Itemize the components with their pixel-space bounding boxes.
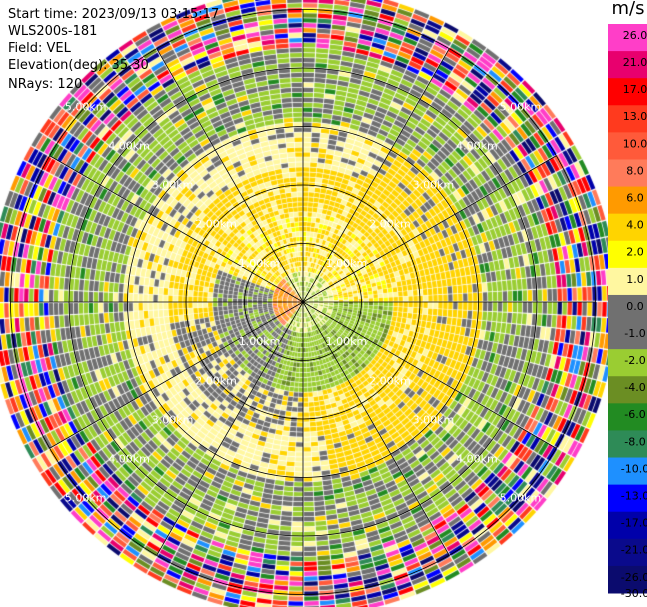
- colorbar-swatch-17: [608, 484, 647, 513]
- ring-label-4-2: 4.00km: [456, 453, 498, 466]
- colorbar-swatch-6: [608, 186, 647, 215]
- colorbar-tick-5: 8.0: [626, 164, 644, 177]
- colorbar-swatch-1: [608, 51, 647, 79]
- colorbar-swatch-15: [608, 430, 647, 459]
- colorbar-swatch-20: [608, 565, 647, 594]
- colorbar-tick-21: -30.0: [621, 587, 647, 600]
- colorbar-tick-13: -4.0: [624, 381, 645, 394]
- colorbar-tick-17: -13.0: [621, 490, 647, 503]
- colorbar-swatch-4: [608, 132, 647, 160]
- azimuth-spoke-10: [49, 155, 304, 303]
- colorbar-tick-3: 13.0: [623, 110, 647, 123]
- ring-label-4-0: 4.00km: [108, 139, 150, 152]
- field-label: Field: VEL: [8, 41, 71, 56]
- colorbar-tick-9: 1.0: [626, 273, 644, 286]
- start-time-label: Start time: 2023/09/13 03:15:17: [8, 7, 220, 22]
- ring-label-1-3: 1.00km: [239, 335, 281, 348]
- colorbar-swatch-16: [608, 457, 647, 486]
- azimuth-spoke-7: [156, 301, 304, 556]
- colorbar-tick-16: -10.0: [621, 462, 647, 475]
- colorbar-tick-15: -8.0: [624, 435, 645, 448]
- ring-label-3-1: 3.00km: [413, 179, 455, 192]
- colorbar-tick-0: 26.0: [623, 29, 647, 42]
- instrument-label: WLS200s-181: [8, 24, 98, 39]
- ring-label-5-2: 5.00km: [500, 492, 542, 505]
- ring-label-1-1: 1.00km: [326, 257, 368, 270]
- colorbar-swatch-3: [608, 105, 647, 133]
- colorbar-tick-11: -1.0: [624, 327, 645, 340]
- ring-label-2-3: 2.00km: [195, 374, 237, 387]
- ring-label-1-2: 1.00km: [326, 335, 368, 348]
- colorbar-swatch-19: [608, 538, 647, 567]
- colorbar-tick-19: -21.0: [621, 544, 647, 557]
- colorbar-tick-1: 21.0: [623, 56, 647, 69]
- ring-label-4-3: 4.00km: [108, 453, 150, 466]
- azimuth-spoke-2: [302, 155, 557, 303]
- ring-label-4-1: 4.00km: [456, 139, 498, 152]
- colorbar-tick-20: -26.0: [621, 571, 647, 584]
- colorbar-swatch-13: [608, 376, 647, 404]
- colorbar-swatch-8: [608, 240, 647, 269]
- colorbar-swatch-12: [608, 349, 647, 377]
- colorbar-tick-14: -6.0: [624, 408, 645, 421]
- colorbar-swatch-18: [608, 511, 647, 540]
- colorbar-tick-6: 6.0: [626, 191, 644, 204]
- colorbar-tick-18: -17.0: [621, 517, 647, 530]
- colorbar-swatch-11: [608, 322, 647, 350]
- colorbar-swatch-2: [608, 78, 647, 106]
- colorbar-tick-2: 17.0: [623, 83, 647, 96]
- colorbar-tick-12: -2.0: [624, 354, 645, 367]
- ring-label-5-0: 5.00km: [65, 100, 107, 113]
- scan-info-panel: Start time: 2023/09/13 03:15:17 WLS200s-…: [8, 6, 219, 93]
- colorbar-tick-4: 10.0: [623, 137, 647, 150]
- ring-label-2-2: 2.00km: [369, 374, 411, 387]
- colorbar-swatch-7: [608, 213, 647, 242]
- ring-label-5-3: 5.00km: [65, 492, 107, 505]
- ring-label-3-3: 3.00km: [152, 413, 194, 426]
- colorbar-swatch-0: [608, 24, 647, 52]
- colorbar-swatch-14: [608, 403, 647, 431]
- colorbar-swatch-9: [608, 267, 647, 296]
- colorbar-swatch-10: [608, 294, 647, 323]
- ring-label-2-0: 2.00km: [195, 218, 237, 231]
- colorbar-unit-label: m/s: [611, 0, 645, 19]
- ring-label-2-1: 2.00km: [369, 218, 411, 231]
- colorbar-tick-10: 0.0: [626, 300, 644, 313]
- nrays-label: NRays: 120: [8, 77, 83, 92]
- ring-label-1-0: 1.00km: [239, 257, 281, 270]
- colorbar-swatch-5: [608, 159, 647, 188]
- colorbar-tick-8: 2.0: [626, 246, 644, 259]
- elevation-label: Elevation(deg): 35.30: [8, 58, 149, 73]
- azimuth-spoke-8: [49, 301, 304, 449]
- ring-label-3-2: 3.00km: [413, 413, 455, 426]
- colorbar-tick-7: 4.0: [626, 219, 644, 232]
- azimuth-spoke-1: [302, 48, 450, 303]
- azimuth-spoke-4: [302, 301, 557, 449]
- ring-label-3-0: 3.00km: [152, 179, 194, 192]
- azimuth-spoke-11: [156, 48, 304, 303]
- ring-label-5-1: 5.00km: [500, 100, 542, 113]
- azimuth-spoke-5: [302, 301, 450, 556]
